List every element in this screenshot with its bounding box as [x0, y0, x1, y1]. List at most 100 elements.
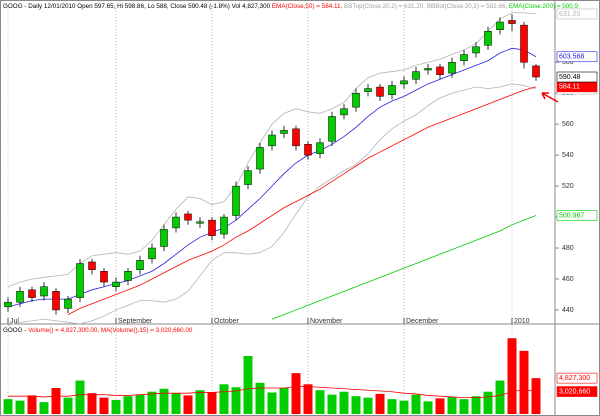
indicator-line — [7, 83, 537, 326]
candle-body — [148, 247, 156, 260]
volume-bar — [267, 392, 277, 414]
volume-bar — [51, 388, 61, 414]
volume-bar — [471, 396, 481, 414]
y-tick-label: 440 — [562, 307, 574, 314]
volume-bar — [279, 388, 289, 414]
volume-bar — [315, 390, 325, 414]
volume-bar — [327, 394, 337, 414]
candle-body — [424, 68, 432, 71]
indicator-line — [7, 12, 537, 288]
y-tick-label: 600 — [562, 59, 574, 66]
candle-body — [532, 65, 540, 78]
header-part: BBBot(Close,20,2) = 582.66, — [427, 3, 509, 10]
volume-bar — [147, 391, 157, 414]
candle-body — [484, 31, 492, 46]
value-tag-label: 603.568 — [559, 54, 584, 61]
volume-bar — [195, 390, 205, 414]
candle-body — [460, 54, 468, 61]
indicator-line — [67, 86, 537, 315]
volume-bar — [483, 391, 493, 414]
volume-bar — [519, 350, 529, 414]
candle-body — [364, 88, 372, 92]
volume-bar — [219, 384, 229, 414]
header-part: Volume() = 4,827,300.00, — [28, 327, 101, 334]
volume-bar — [111, 399, 121, 414]
candle-body — [28, 289, 36, 298]
candle-body — [496, 21, 504, 31]
value-tag-label: 4,827,300 — [559, 375, 590, 382]
y-tick-label: 520 — [562, 183, 574, 190]
candle-body — [172, 216, 180, 229]
candle-body — [136, 260, 144, 270]
candle-body — [232, 185, 240, 216]
volume-bar — [75, 380, 85, 414]
candle-body — [208, 219, 216, 236]
annotation-arrow — [541, 92, 559, 103]
candle-body — [340, 108, 348, 116]
volume-bar — [135, 394, 145, 414]
candle-body — [280, 130, 288, 134]
x-tick-label: November — [310, 318, 343, 325]
candle-body — [124, 270, 132, 281]
candle-body — [268, 134, 276, 147]
candle-body — [64, 298, 72, 309]
candle-body — [100, 270, 108, 283]
x-tick-label: Jul — [10, 318, 19, 325]
candle-body — [184, 213, 192, 221]
volume-bar — [507, 338, 517, 414]
volume-bar — [39, 402, 49, 414]
volume-bar — [399, 400, 409, 414]
candle-body — [376, 86, 384, 97]
value-tag — [556, 51, 598, 63]
candle-body — [256, 147, 264, 170]
volume-bar — [183, 395, 193, 414]
value-tag — [556, 386, 598, 397]
volume-bar — [207, 392, 217, 414]
volume-bar — [171, 393, 181, 414]
volume-bar — [87, 393, 97, 414]
volume-bar — [339, 391, 349, 414]
volume-ma — [8, 386, 537, 399]
candle-body — [160, 229, 168, 247]
x-tick-label: 2010 — [514, 318, 530, 325]
candle-body — [292, 128, 300, 147]
value-tag-label: 584.11 — [559, 84, 580, 91]
volume-bar — [243, 356, 253, 414]
volume-bar — [495, 380, 505, 414]
volume-bar — [159, 388, 169, 414]
volume-bar — [123, 396, 133, 414]
candle-body — [508, 20, 516, 24]
volume-bar — [423, 401, 433, 414]
candle-body — [316, 142, 324, 154]
volume-header: GOOG - Volume() = 4,827,300.00, MA(Volum… — [3, 327, 193, 334]
header-part: BBTop(Close,20,2) = 631.20, — [344, 3, 427, 10]
value-tag — [556, 210, 598, 221]
candle-body — [112, 281, 120, 287]
candle-body — [16, 291, 24, 303]
volume-bar — [531, 378, 541, 414]
header-part: MA(Volume(),15) = 3,020,660.00 — [101, 327, 193, 334]
candle-body — [40, 286, 48, 297]
y-tick-label: 540 — [562, 152, 574, 159]
y-tick-label: 560 — [562, 121, 574, 128]
x-tick-label: December — [406, 318, 439, 325]
candle-body — [196, 221, 204, 224]
volume-bar — [99, 397, 109, 414]
volume-bar — [255, 382, 265, 414]
candle-body — [472, 46, 480, 54]
value-tag-label: 631.20 — [559, 11, 581, 18]
volume-bar — [351, 396, 361, 414]
value-tag-label: 500.987 — [559, 212, 584, 219]
indicator-line — [7, 47, 537, 308]
x-tick-label: September — [118, 318, 153, 325]
candle-body — [448, 62, 456, 74]
volume-bar — [291, 373, 301, 414]
volume-bar — [27, 395, 37, 414]
volume-bar — [459, 399, 469, 414]
candle-body — [220, 216, 228, 235]
candle-body — [412, 71, 420, 80]
candle-body — [244, 170, 252, 185]
volume-bar — [435, 398, 445, 414]
candle-body — [388, 85, 396, 96]
